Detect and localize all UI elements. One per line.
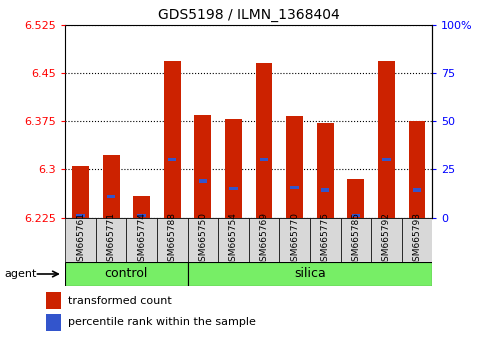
- Bar: [413, 188, 421, 192]
- Text: GSM665771: GSM665771: [107, 212, 115, 267]
- Bar: [138, 214, 146, 217]
- Bar: [76, 214, 85, 217]
- Bar: [382, 158, 391, 161]
- Title: GDS5198 / ILMN_1368404: GDS5198 / ILMN_1368404: [158, 8, 340, 22]
- Bar: [187, 218, 218, 262]
- Text: GSM665750: GSM665750: [199, 212, 207, 267]
- Bar: [347, 179, 364, 218]
- Text: GSM665792: GSM665792: [382, 212, 391, 267]
- Bar: [256, 63, 272, 218]
- Bar: [229, 187, 238, 190]
- Bar: [279, 218, 310, 262]
- Bar: [218, 218, 249, 262]
- Bar: [371, 218, 402, 262]
- Bar: [96, 218, 127, 262]
- Bar: [164, 62, 181, 218]
- Bar: [72, 166, 89, 218]
- Bar: [107, 195, 115, 198]
- Bar: [317, 122, 334, 218]
- Bar: [133, 196, 150, 218]
- Bar: [321, 188, 329, 192]
- Bar: [378, 62, 395, 218]
- Text: GSM665793: GSM665793: [412, 212, 422, 267]
- Text: GSM665770: GSM665770: [290, 212, 299, 267]
- Text: silica: silica: [294, 268, 326, 280]
- Bar: [290, 186, 299, 189]
- Bar: [260, 158, 268, 161]
- Bar: [286, 116, 303, 218]
- Bar: [168, 158, 176, 161]
- Bar: [199, 179, 207, 183]
- Text: agent: agent: [5, 269, 37, 279]
- Bar: [402, 218, 432, 262]
- Bar: [127, 218, 157, 262]
- Bar: [310, 218, 341, 262]
- Text: GSM665774: GSM665774: [137, 212, 146, 267]
- Bar: [225, 119, 242, 218]
- Text: GSM665761: GSM665761: [76, 212, 85, 267]
- Bar: [65, 262, 187, 286]
- Bar: [352, 214, 360, 217]
- Bar: [46, 314, 61, 331]
- Bar: [341, 218, 371, 262]
- Text: GSM665769: GSM665769: [259, 212, 269, 267]
- Bar: [249, 218, 279, 262]
- Bar: [195, 115, 211, 218]
- Bar: [157, 218, 187, 262]
- Text: GSM665785: GSM665785: [351, 212, 360, 267]
- Text: GSM665775: GSM665775: [321, 212, 330, 267]
- Bar: [409, 121, 426, 218]
- Text: GSM665754: GSM665754: [229, 212, 238, 267]
- Text: control: control: [105, 268, 148, 280]
- Bar: [46, 292, 61, 309]
- Bar: [187, 262, 432, 286]
- Bar: [65, 218, 96, 262]
- Text: GSM665788: GSM665788: [168, 212, 177, 267]
- Text: percentile rank within the sample: percentile rank within the sample: [68, 317, 256, 327]
- Text: transformed count: transformed count: [68, 296, 171, 306]
- Bar: [103, 155, 119, 218]
